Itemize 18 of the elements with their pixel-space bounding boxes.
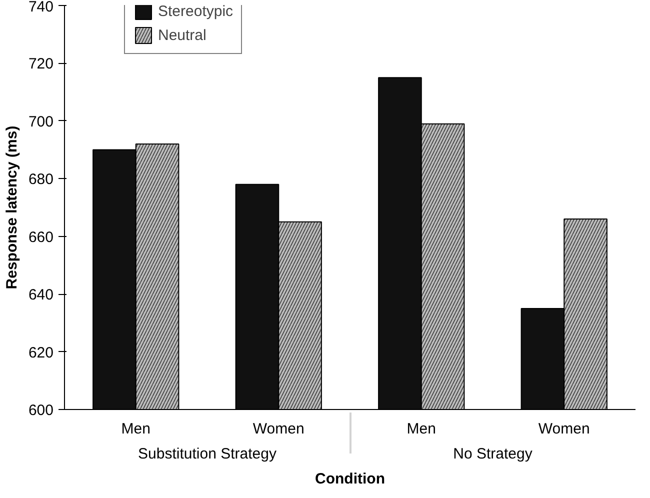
- y-tick-label: 640: [28, 286, 54, 304]
- y-tick-label: 700: [28, 113, 54, 130]
- y-tick-label: 740: [28, 0, 54, 16]
- legend-label: Neutral: [158, 26, 206, 44]
- y-tick-label: 720: [28, 56, 54, 73]
- y-axis-title: Response latency (ms): [3, 126, 20, 290]
- y-tick-label: 600: [28, 402, 54, 419]
- x-tick-label: Men: [406, 420, 436, 438]
- x-tick-label: Women: [538, 420, 590, 438]
- y-tick-label: 680: [28, 171, 54, 188]
- x-tick-label: Women: [252, 420, 304, 438]
- y-tick-label: 660: [28, 228, 54, 246]
- x-tick-label: Men: [121, 420, 150, 438]
- text: Substitution Strategy: [138, 446, 277, 462]
- legend-label: Stereotypic: [158, 4, 234, 20]
- text: No Strategy: [453, 446, 533, 462]
- y-tick-label: 620: [28, 344, 54, 362]
- x-axis-title: Condition: [315, 470, 385, 488]
